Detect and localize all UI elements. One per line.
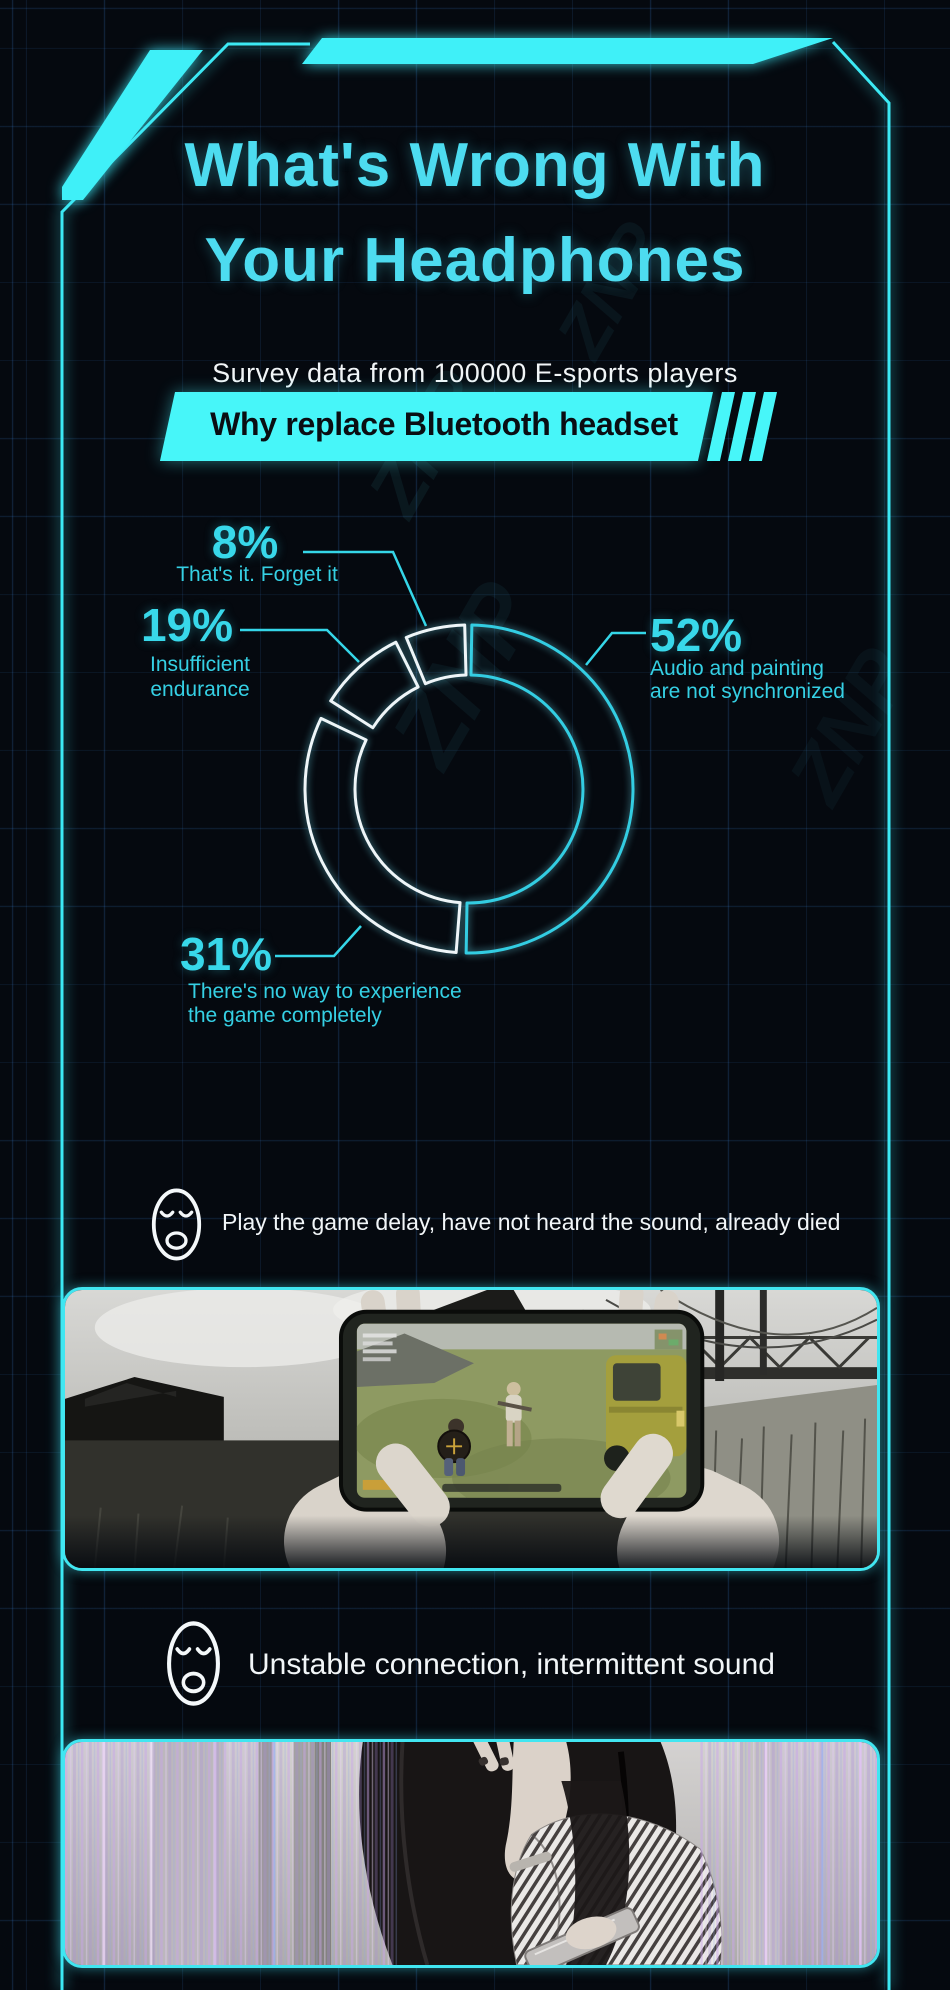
slice-value-52pct: 52% xyxy=(650,609,743,661)
pain-point-2-text: Unstable connection, intermittent sound xyxy=(248,1648,775,1681)
frame-right-border xyxy=(831,40,891,1990)
donut-slice-31pct xyxy=(303,716,462,954)
annoyed-face-icon xyxy=(167,1621,220,1706)
brand-watermark: ZNP xyxy=(371,565,558,784)
slice-value-31pct: 31% xyxy=(179,928,273,980)
page-subtitle: Survey data from 100000 E-sports players xyxy=(212,358,738,388)
closed-eye-left xyxy=(159,1210,175,1218)
annoyed-face-icon xyxy=(151,1188,202,1261)
donut-slice-52pct xyxy=(464,623,635,955)
gaming-photo-illustration xyxy=(65,1290,877,1568)
slice-caption-52pct: Audio and painting are not synchronized xyxy=(650,657,845,703)
donut-slice-8pct xyxy=(404,623,468,686)
slice-caption-31pct: There's no way to experience the game co… xyxy=(188,980,462,1027)
sad-woman-illustration xyxy=(65,1742,877,1965)
pain-point-1-text: Play the game delay, have not heard the … xyxy=(222,1209,841,1235)
game-character-standing xyxy=(497,1382,532,1447)
sad-woman-photo xyxy=(62,1739,880,1968)
page-title: What's Wrong With Your Headphones xyxy=(0,118,950,308)
open-mouth xyxy=(165,1231,188,1250)
gaming-hands-photo xyxy=(62,1287,880,1571)
section-banner-label: Why replace Bluetooth headset xyxy=(210,406,678,442)
game-character-crouching xyxy=(437,1418,471,1476)
donut-chart xyxy=(303,623,635,955)
open-mouth xyxy=(181,1671,206,1694)
closed-eye-right xyxy=(195,1647,212,1656)
slice-value-19pct: 19% xyxy=(140,599,234,651)
closed-eye-left xyxy=(175,1647,192,1656)
leader-line-52pct xyxy=(585,631,646,666)
frame-top-bar xyxy=(302,38,833,64)
page-title-line1: What's Wrong With xyxy=(184,131,766,200)
closed-eye-right xyxy=(178,1210,194,1218)
slice-caption-8pct: That's it. Forget it xyxy=(176,563,338,586)
slice-caption-19pct: Insufficient endurance xyxy=(149,653,250,701)
leader-line-31pct xyxy=(275,925,362,958)
page-title-line2: Your Headphones xyxy=(204,226,746,295)
donut-slice-19pct xyxy=(329,640,420,730)
slice-value-8pct: 8% xyxy=(211,516,279,568)
